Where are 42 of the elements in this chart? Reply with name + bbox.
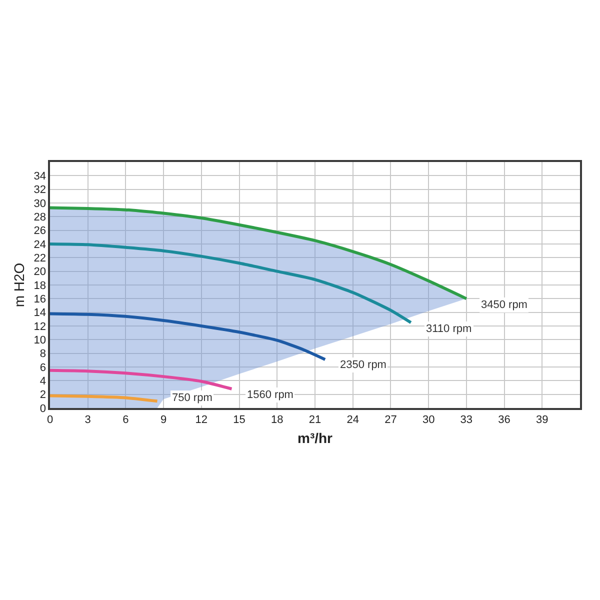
line-series [50,242,412,324]
series-label: 2350 rpm [340,359,386,371]
x-tick-label: 24 [346,414,359,426]
line-series [50,312,327,361]
y-tick-label: 0 [40,402,46,415]
line-series [50,368,234,390]
y-tick-label: 30 [34,198,46,210]
x-tick-label: 3 [84,414,91,426]
y-tick-label: 32 [34,184,46,196]
line-series [50,206,468,300]
y-tick-label: 12 [34,320,46,333]
x-tick-label: 12 [195,414,208,426]
x-tick-label: 30 [422,414,435,426]
x-tick-label: 39 [536,414,548,426]
y-tick-label: 8 [40,348,46,360]
x-axis-title: m³/hr [298,430,334,446]
series-label: 3450 rpm [481,299,528,311]
y-tick-label: 22 [34,252,46,265]
y-tick-label: 14 [34,307,46,320]
x-tick-label: 6 [122,414,129,426]
y-tick-label: 26 [34,225,46,238]
y-tick-label: 4 [40,376,46,388]
x-tick-label: 21 [308,414,322,426]
series-label: 3110 rpm [426,323,472,335]
x-tick-label: 18 [271,414,284,426]
x-tick-label: 33 [460,414,473,426]
y-tick-label: 20 [34,266,46,278]
series-label: 750 rpm [172,392,212,404]
x-tick-label: 9 [160,414,167,426]
y-tick-label: 16 [34,294,46,306]
x-tick-label: 15 [233,414,246,426]
x-tick-label: 27 [384,414,397,426]
y-tick-label: 28 [34,212,46,224]
series-label: 1560 rpm [247,389,294,401]
y-tick-label: 10 [34,334,46,347]
y-tick-label: 24 [34,238,46,251]
y-tick-label: 18 [34,280,46,292]
y-tick-label: 2 [40,389,46,402]
y-tick-label: 6 [40,362,46,374]
y-axis-title: m H2O [10,262,27,308]
x-tick-label: 36 [498,414,510,426]
y-tick-label: 34 [34,170,46,183]
